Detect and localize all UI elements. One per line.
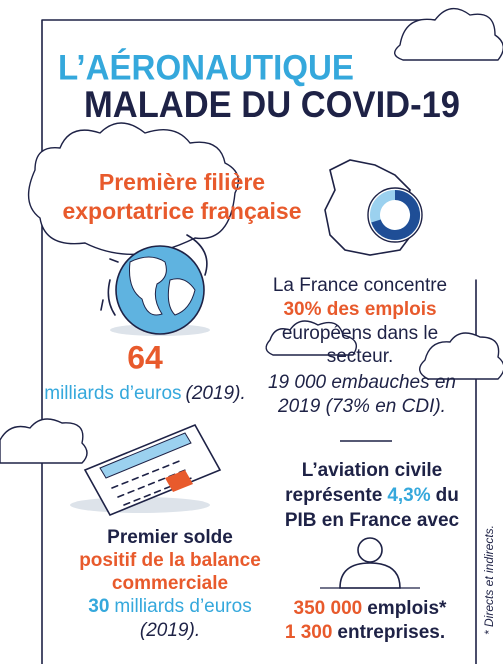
jobs: 350 000 emplois*	[294, 598, 447, 619]
aviation-line: représente 4,3% du	[285, 485, 459, 506]
companies-value: 1 300	[285, 622, 333, 643]
calculator-icon	[70, 423, 222, 517]
share: 4,3%	[387, 485, 430, 506]
aviation-figures: 350 000 emplois* 1 300 entreprises.	[285, 598, 447, 643]
employment-line: La France concentre	[273, 275, 447, 296]
trade-line: positif de la balance	[79, 550, 261, 571]
unit: milliards d’euros	[44, 383, 181, 404]
hiring-line: 19 000 embauches en	[268, 372, 456, 393]
employment-line: européens dans le	[282, 323, 438, 344]
footnote: * Directs et indirects.	[482, 525, 496, 635]
unit: milliards d’euros	[114, 596, 251, 617]
exports-heading: exportatrice française	[62, 198, 301, 224]
trade-line: Premier solde	[107, 527, 233, 548]
amount: 30	[88, 596, 109, 617]
exports-unit: milliards d’euros (2019).	[44, 383, 245, 404]
clouds	[0, 7, 503, 464]
trade-balance: Premier solde positif de la balance comm…	[79, 527, 261, 641]
civil-aviation: L’aviation civile représente 4,3% du PIB e…	[285, 460, 460, 531]
aviation-line: L’aviation civile	[302, 460, 442, 481]
companies: 1 300 entreprises.	[285, 622, 445, 643]
jobs-unit: emplois*	[367, 598, 447, 619]
text: du	[436, 485, 459, 506]
hiring-line: 2019 (73% en CDI).	[277, 396, 446, 417]
globe-icon	[100, 234, 210, 336]
title-line-2: MALADE DU COVID-19	[84, 84, 460, 125]
companies-unit: entreprises.	[337, 622, 445, 643]
year: (2019).	[186, 383, 246, 404]
trade-year: (2019).	[140, 620, 200, 641]
employment-line: secteur.	[327, 346, 394, 367]
person-icon	[320, 537, 420, 589]
title-line-1: L’AÉRONAUTIQUE	[58, 47, 354, 87]
exports-heading: Première filière	[99, 169, 265, 195]
aviation-line: PIB en France avec	[285, 510, 460, 531]
france-donut-icon	[324, 159, 423, 256]
trade-line: commerciale	[112, 573, 228, 594]
trade-amount: 30 milliards d’euros	[88, 596, 251, 617]
exports-value: 64	[127, 339, 163, 375]
text: représente	[285, 485, 382, 506]
jobs-value: 350 000	[294, 598, 363, 619]
employment-line: 30% des emplois	[283, 299, 436, 320]
employment: La France concentre 30% des emplois euro…	[268, 275, 456, 417]
